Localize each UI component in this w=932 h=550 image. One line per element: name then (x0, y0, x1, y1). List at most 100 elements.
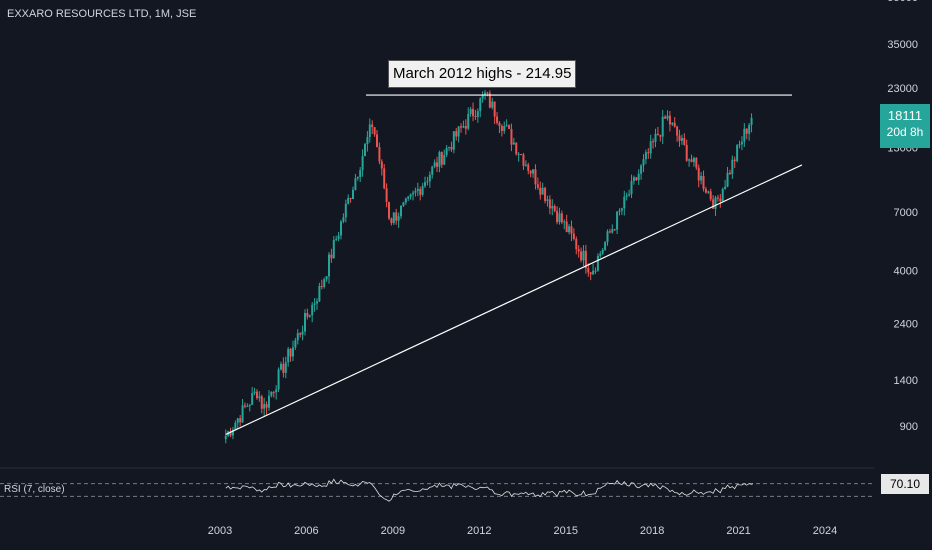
candle (289, 347, 292, 362)
candle (575, 236, 578, 255)
candle (721, 187, 724, 203)
candle (344, 199, 347, 223)
candle (553, 204, 556, 213)
time-tick-label: 2015 (553, 525, 577, 537)
candle (738, 140, 741, 149)
candle (582, 245, 585, 266)
candle (671, 122, 674, 126)
last-price-value: 18111 (887, 108, 923, 123)
price-tick-label: 4000 (894, 265, 918, 277)
candle (311, 302, 314, 323)
candle (719, 194, 722, 208)
price-tick-label: 900 (900, 421, 918, 433)
candle (354, 173, 357, 191)
rsi-pane (0, 478, 875, 502)
candle (599, 251, 602, 258)
candle (320, 279, 323, 290)
candle (303, 309, 306, 336)
candle (704, 186, 707, 194)
candle (294, 337, 297, 350)
candle (234, 420, 237, 430)
candle (618, 208, 621, 216)
candle (315, 298, 318, 310)
candle (371, 120, 374, 135)
time-axis[interactable]: 2003 2006 2009 2012 2015 2018 2021 2024 (208, 525, 837, 537)
candle (299, 332, 302, 338)
candle (378, 142, 381, 165)
time-tick-label: 2012 (467, 525, 491, 537)
candle (352, 186, 355, 200)
candle (572, 228, 575, 241)
time-tick-label: 2021 (726, 525, 750, 537)
candle (448, 146, 451, 152)
candle (241, 399, 244, 424)
candle (644, 149, 647, 165)
price-tick-label: 55000 (887, 0, 918, 4)
candle (623, 190, 626, 216)
candle (325, 275, 328, 282)
candle (224, 429, 227, 444)
annotation-label[interactable]: March 2012 highs - 214.95 (388, 60, 577, 88)
last-price-badge: 18111 20d 8h (880, 104, 930, 148)
candle (407, 195, 410, 202)
candle (716, 194, 719, 202)
rsi-line (225, 478, 754, 502)
candle (628, 189, 631, 197)
candle (265, 401, 268, 415)
candle (565, 214, 568, 233)
candle (474, 109, 477, 120)
candle (666, 110, 669, 121)
rsi-label: RSI (7, close) (4, 484, 65, 495)
symbol-title: EXXARO RESOURCES LTD, 1M, JSE (7, 8, 197, 20)
price-tick-label: 2400 (894, 319, 918, 331)
time-tick-label: 2024 (813, 525, 837, 537)
candle (563, 219, 566, 230)
candle (287, 346, 290, 367)
candle (246, 403, 249, 408)
candle (661, 109, 664, 145)
candle (462, 120, 465, 129)
candle (625, 192, 628, 201)
candle (604, 241, 607, 252)
candle (412, 190, 415, 201)
candle (697, 164, 700, 188)
candle (356, 176, 359, 181)
candle (613, 228, 616, 231)
candle (301, 325, 304, 341)
candle (277, 367, 280, 392)
candle (359, 167, 362, 183)
candle (692, 156, 695, 167)
candle (544, 186, 547, 204)
candle (342, 213, 345, 224)
bar-countdown: 20d 8h (886, 125, 924, 139)
candle (709, 188, 712, 202)
candle (291, 340, 294, 362)
support-trendline[interactable] (225, 164, 803, 435)
candle (397, 212, 400, 228)
candle (503, 121, 506, 134)
candle (395, 208, 398, 225)
candle (592, 263, 595, 276)
candle (445, 145, 448, 158)
candle (532, 169, 535, 178)
candle (409, 193, 412, 200)
candle (496, 112, 499, 125)
candle (529, 170, 532, 178)
candle (275, 385, 278, 400)
price-pane (224, 89, 803, 444)
candle (647, 148, 650, 159)
candle (539, 181, 542, 200)
candle (702, 170, 705, 192)
candle (253, 387, 256, 396)
candle (433, 159, 436, 169)
candle (460, 123, 463, 133)
candle (455, 128, 458, 141)
candle (568, 224, 571, 235)
candle (649, 134, 652, 159)
candle (313, 298, 316, 312)
candle (685, 139, 688, 162)
time-tick-label: 2003 (208, 525, 232, 537)
candle (678, 129, 681, 147)
candle (606, 229, 609, 246)
